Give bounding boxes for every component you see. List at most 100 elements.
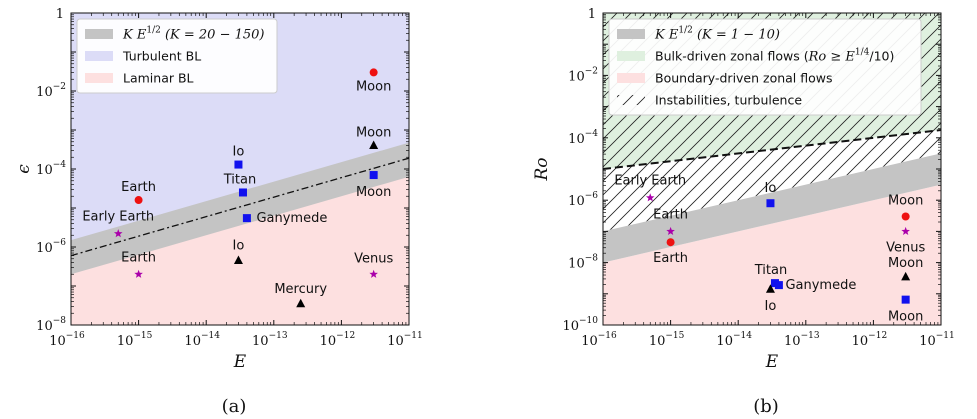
x-tick-label: 10−14 [184,331,220,349]
point-label: Titan [754,263,787,278]
point-label: Io [233,239,245,254]
x-tick-label: 10−15 [649,331,685,349]
point-marker-star [666,226,675,236]
point-marker-triangle [296,298,306,308]
legend-entry: K E1/2 (K = 1 − 10) [654,26,780,43]
point-marker-circle [666,238,675,247]
point-marker-star [369,269,378,278]
point-marker-triangle [369,140,379,150]
scaling-band [71,142,409,275]
point-marker-circle [134,196,143,205]
point-marker-square [774,281,783,290]
boundary-region [603,184,941,325]
point-label: Earth [121,250,156,265]
panel-caption: (a) [222,396,247,417]
y-tick-label: 10−8 [36,316,66,334]
x-tick-label: 10−14 [716,331,752,349]
x-tick-label: 10−12 [320,331,356,349]
legend-entry: Laminar BL [123,71,194,86]
legend-entry: Boundary-driven zonal flows [655,71,833,86]
x-tick-label: 10−16 [49,331,85,349]
x-axis-label: E [233,352,247,372]
legend-swatch-band [85,29,113,39]
legend-entry: K E1/2 (K = 20 − 150) [122,26,265,43]
point-label: Earth [121,180,156,195]
x-axis-label: E [765,352,779,372]
legend-entry: Instabilities, turbulence [655,93,802,108]
y-axis-label: ϵ [14,164,34,174]
point-label: Early Earth [82,210,154,225]
x-tick-label: 10−13 [252,331,288,349]
y-tick-label: 10−6 [568,191,598,209]
y-tick-label: 10−2 [36,82,66,100]
legend-box [76,18,278,94]
point-label: Io [765,181,777,196]
point-label: Ganymede [256,211,327,226]
point-marker-triangle [901,271,911,281]
legend-swatch-bulk [617,51,645,61]
y-tick-label: 10−4 [36,160,66,178]
scaling-band [603,153,941,263]
x-tick-label: 10−11 [387,331,423,349]
y-tick-label: 10−6 [36,238,66,256]
x-tick-label: 10−11 [919,331,955,349]
point-label: Ganymede [785,278,856,293]
point-marker-star [645,193,655,202]
bulk-threshold-line [603,129,941,170]
x-tick-label: 10−12 [852,331,888,349]
y-axis-label: Ro [532,157,552,181]
point-marker-square [242,214,251,223]
point-marker-square [369,171,378,180]
point-label: Titan [223,172,256,187]
point-label: Moon [888,310,923,325]
fit-line [71,157,409,257]
point-marker-square [238,188,247,197]
panel-caption: (b) [753,396,779,417]
point-label: Earth [653,207,688,222]
point-marker-star [113,229,123,238]
point-label: Moon [888,194,923,209]
legend-swatch-laminar [617,73,645,83]
point-marker-circle [901,212,910,221]
point-marker-triangle [233,255,243,265]
legend: K E1/2 (K = 1 − 10) Bulk-driven zonal flo… [608,18,922,116]
panel-a: 10−16 10−15 10−14 10−13 10−12 10−11 10−8 10−6 10… [14,7,423,417]
legend-swatch-band [617,29,645,39]
point-marker-triangle [765,284,775,293]
y-tick-label: 1 [588,7,596,22]
legend-box [608,18,922,116]
point-label: Io [233,145,245,160]
y-tick-label: 1 [56,7,64,22]
point-marker-square [766,199,775,208]
point-label: Moon [356,185,391,200]
x-tick-label: 10−15 [117,331,153,349]
y-tick-label: 10−4 [568,129,598,147]
legend-entry: Turbulent BL [122,49,201,64]
point-marker-star [134,269,143,278]
point-marker-circle [369,68,378,77]
point-label: Early Earth [614,174,686,189]
legend-swatch-hatch [617,95,645,105]
x-tick-label: 10−16 [581,331,617,349]
panel-b: 10−16 10−15 10−14 10−13 10−12 10−11 10−10 10−8 1… [532,7,955,417]
point-label: Moon [888,256,923,271]
x-tick-label: 10−13 [784,331,820,349]
point-marker-square [234,160,243,169]
point-label: Moon [356,79,391,94]
y-tick-label: 10−8 [568,254,598,272]
y-tick-label: 10−10 [562,316,598,334]
legend-swatch-laminar [85,73,113,83]
point-marker-star [901,226,910,236]
point-label: Io [765,299,777,314]
legend-entry: Bulk-driven zonal flows (Ro ≥ E1/4/10) [655,48,894,65]
legend: K E1/2 (K = 20 − 150) Turbulent BL Laminar… [76,18,278,94]
point-marker-square [901,295,910,304]
point-label: Venus [354,251,393,266]
point-label: Moon [356,126,391,141]
point-label: Mercury [274,282,327,297]
point-label: Earth [653,251,688,266]
legend-swatch-turbulent [85,51,113,61]
point-label: Venus [886,240,925,255]
y-tick-label: 10−2 [568,66,598,84]
